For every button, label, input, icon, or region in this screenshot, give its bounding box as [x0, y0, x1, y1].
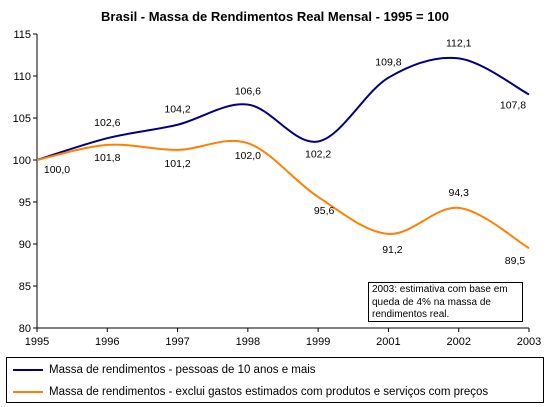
y-tick-label: 115	[13, 29, 31, 41]
data-label: 107,8	[500, 99, 526, 111]
y-tick-label: 80	[19, 323, 31, 335]
y-tick-label: 100	[13, 155, 31, 167]
data-label: 102,2	[305, 149, 331, 161]
x-tick-label: 1997	[165, 336, 189, 348]
data-label: 109,8	[375, 57, 401, 69]
data-label: 95,6	[314, 205, 335, 217]
y-tick-label: 110	[13, 71, 31, 83]
x-tick-label: 2001	[376, 336, 400, 348]
legend-label-excluding: Massa de rendimentos - exclui gastos est…	[49, 386, 489, 398]
data-label: 102,6	[94, 117, 120, 129]
x-tick-label: 1995	[25, 336, 49, 348]
legend-swatch-excluding	[13, 391, 43, 393]
legend: Massa de rendimentos - pessoas de 10 ano…	[6, 357, 544, 403]
series-line-excluding	[36, 139, 530, 250]
legend-swatch-total	[13, 369, 43, 371]
x-tick-label: 1996	[95, 336, 119, 348]
data-label: 102,0	[235, 150, 261, 162]
legend-item-total: Massa de rendimentos - pessoas de 10 ano…	[13, 361, 316, 379]
data-label: 100,0	[44, 164, 70, 176]
data-label: 104,2	[164, 104, 190, 116]
y-tick-label: 90	[19, 239, 31, 251]
y-tick-label: 85	[19, 281, 31, 293]
data-label: 112,1	[446, 37, 472, 49]
data-label: 89,5	[505, 255, 526, 267]
data-label: 106,6	[235, 86, 261, 98]
x-tick-label: 1999	[306, 336, 330, 348]
x-tick-label: 2003	[517, 336, 541, 348]
x-tick-label: 1998	[236, 336, 260, 348]
annotation-text: 2003: estimativa com base em queda de 4%…	[372, 284, 508, 320]
chart-title: Brasil - Massa de Rendimentos Real Mensa…	[101, 9, 449, 24]
legend-item-excluding: Massa de rendimentos - exclui gastos est…	[13, 383, 488, 401]
data-label: 94,3	[448, 187, 469, 199]
legend-label-total: Massa de rendimentos - pessoas de 10 ano…	[49, 364, 316, 376]
annotation-note: 2003: estimativa com base em queda de 4%…	[368, 282, 523, 322]
x-tick-label: 2002	[446, 336, 470, 348]
series-line-total	[36, 56, 530, 161]
y-tick-label: 95	[19, 197, 31, 209]
data-label: 91,2	[382, 244, 403, 256]
data-label: 101,8	[94, 152, 120, 164]
y-tick-label: 105	[13, 113, 31, 125]
data-label: 101,2	[164, 158, 190, 170]
